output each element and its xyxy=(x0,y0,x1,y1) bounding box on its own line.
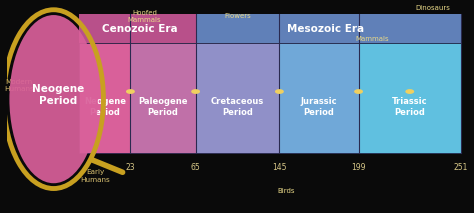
Circle shape xyxy=(127,90,134,93)
Text: Jurassic
Period: Jurassic Period xyxy=(301,97,337,117)
Text: 199: 199 xyxy=(351,163,366,172)
FancyBboxPatch shape xyxy=(279,43,358,153)
Text: Cenozoic Era: Cenozoic Era xyxy=(102,24,178,34)
FancyBboxPatch shape xyxy=(196,43,279,153)
Text: Paleogene
Period: Paleogene Period xyxy=(138,97,188,117)
Circle shape xyxy=(406,90,413,93)
Text: Mammals: Mammals xyxy=(356,36,389,42)
Text: Neogene
Period: Neogene Period xyxy=(32,84,84,106)
Text: Hoofed
Mammals: Hoofed Mammals xyxy=(128,10,161,23)
FancyBboxPatch shape xyxy=(79,43,130,153)
Text: 251: 251 xyxy=(454,163,468,172)
Text: 23: 23 xyxy=(126,163,135,172)
Text: Triassic
Period: Triassic Period xyxy=(392,97,428,117)
Text: Modern
Humans: Modern Humans xyxy=(4,79,34,92)
Text: Mesozoic Era: Mesozoic Era xyxy=(287,24,365,34)
Text: Cretaceous
Period: Cretaceous Period xyxy=(211,97,264,117)
Text: Flowers: Flowers xyxy=(224,13,251,19)
FancyBboxPatch shape xyxy=(358,43,461,153)
Circle shape xyxy=(355,90,362,93)
Circle shape xyxy=(276,90,283,93)
Text: 145: 145 xyxy=(272,163,287,172)
Text: Early
Humans: Early Humans xyxy=(81,169,110,183)
FancyBboxPatch shape xyxy=(130,43,196,153)
Circle shape xyxy=(192,90,200,93)
Text: 65: 65 xyxy=(191,163,201,172)
FancyBboxPatch shape xyxy=(79,14,196,43)
Text: Birds: Birds xyxy=(278,188,295,194)
Text: Dinosaurs: Dinosaurs xyxy=(416,5,450,11)
Text: Neogene
Period: Neogene Period xyxy=(84,97,126,117)
FancyBboxPatch shape xyxy=(196,14,461,43)
Ellipse shape xyxy=(9,15,98,183)
